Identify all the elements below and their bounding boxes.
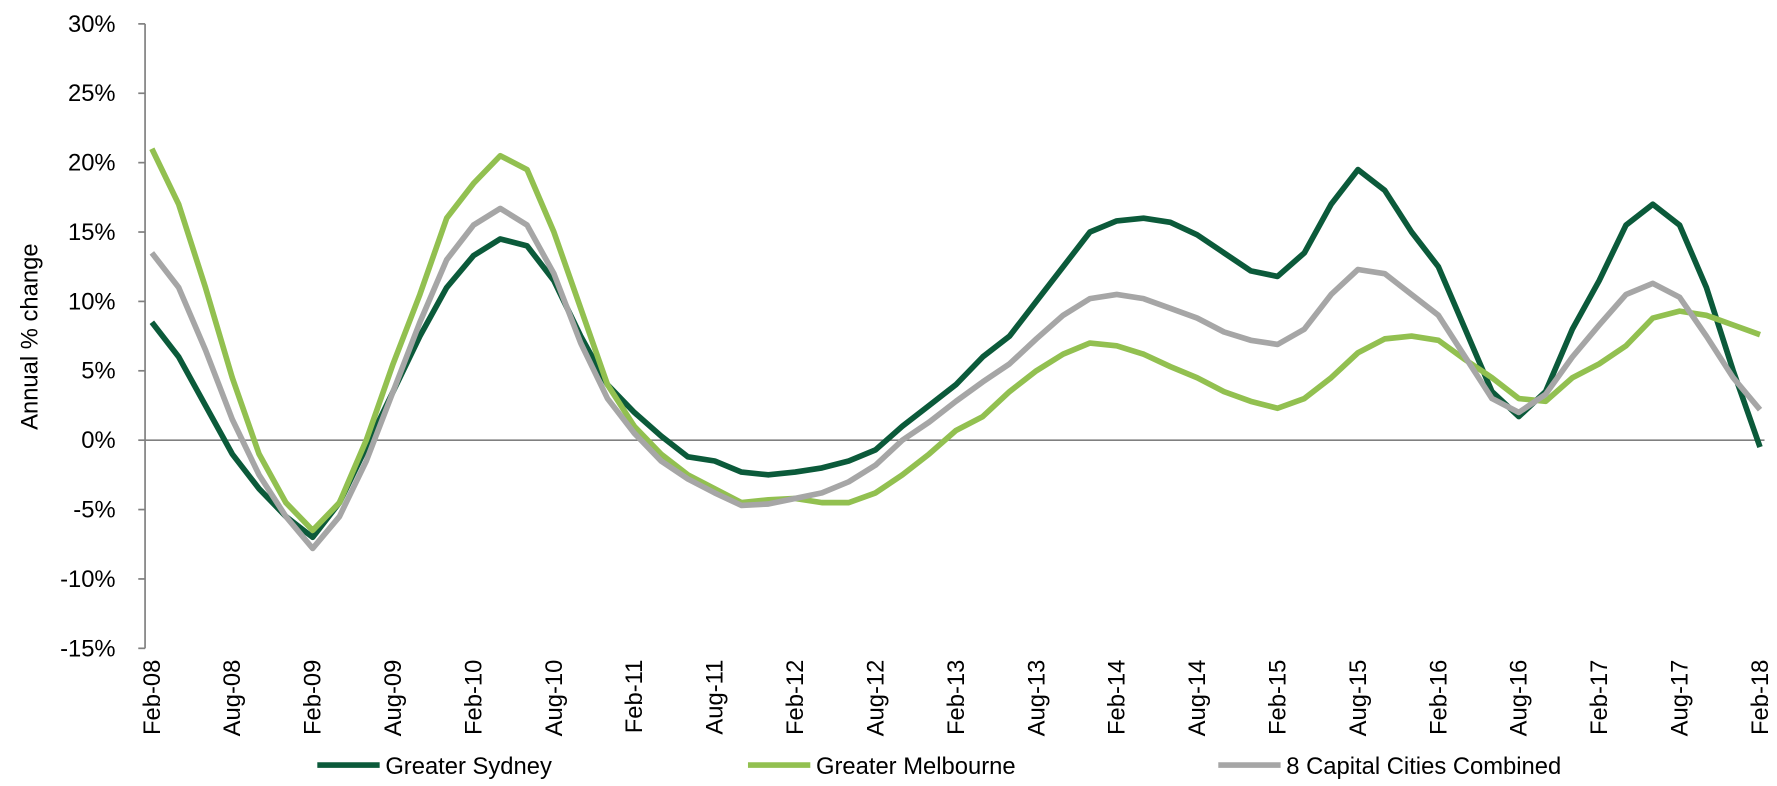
x-tick-label: Aug-09 (380, 660, 407, 737)
y-tick-label: 15% (68, 219, 116, 246)
x-tick-label: Feb-18 (1747, 660, 1774, 735)
x-tick-label: Feb-13 (943, 660, 970, 735)
x-tick-label: Aug-10 (541, 660, 568, 737)
legend-label: Greater Melbourne (816, 753, 1016, 780)
series-line (149, 205, 1763, 552)
y-axis-label: Annual % change (16, 243, 43, 429)
y-tick-label: 30% (68, 11, 116, 38)
legend-label: Greater Sydney (385, 753, 552, 780)
x-tick-label: Feb-14 (1104, 660, 1131, 735)
y-tick-label: -15% (60, 635, 116, 662)
x-tick-label: Aug-12 (862, 660, 889, 737)
x-tick-label: Aug-11 (702, 660, 729, 735)
x-tick-label: Aug-15 (1345, 660, 1372, 737)
x-tick-label: Aug-08 (219, 660, 246, 737)
y-tick-label: 10% (68, 288, 116, 315)
x-tick-label: Aug-13 (1023, 660, 1050, 737)
x-tick-label: Feb-10 (460, 660, 487, 735)
x-tick-label: Aug-14 (1184, 660, 1211, 737)
series-line (149, 147, 1761, 534)
x-tick-label: Aug-17 (1667, 660, 1694, 737)
x-tick-label: Feb-09 (300, 660, 327, 735)
y-tick-label: 0% (81, 427, 115, 454)
series-line (149, 166, 1763, 541)
legend-label: 8 Capital Cities Combined (1286, 753, 1561, 780)
x-tick-label: Aug-16 (1506, 660, 1533, 737)
x-tick-label: Feb-15 (1264, 660, 1291, 735)
y-tick-label: -10% (60, 566, 116, 593)
x-tick-label: Feb-08 (139, 660, 166, 735)
x-tick-label: Feb-16 (1425, 660, 1452, 735)
y-tick-label: 25% (68, 80, 116, 107)
y-tick-label: 5% (81, 358, 115, 385)
y-tick-label: 20% (68, 150, 116, 177)
x-tick-label: Feb-11 (621, 660, 648, 734)
y-tick-label: -5% (73, 496, 115, 523)
x-tick-label: Feb-17 (1586, 660, 1613, 735)
x-tick-label: Feb-12 (782, 660, 809, 735)
